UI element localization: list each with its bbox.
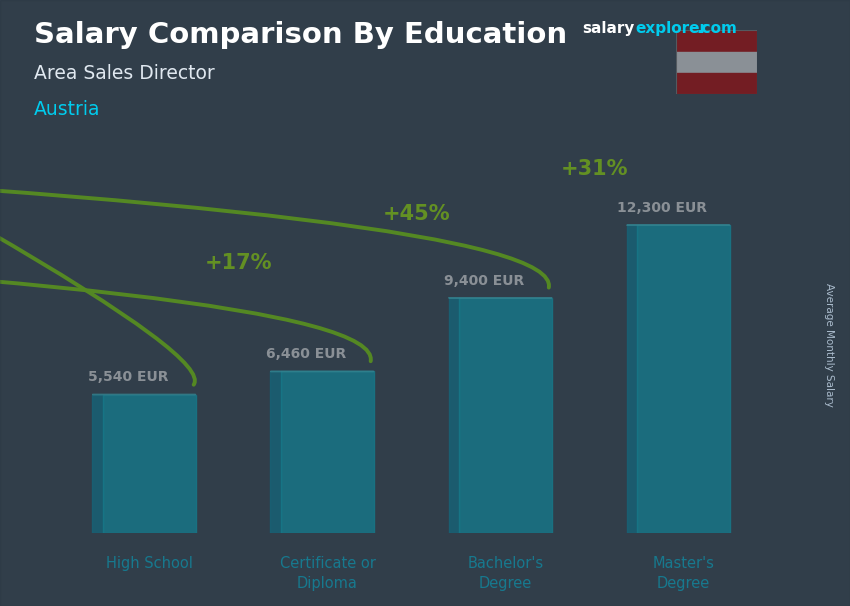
Text: salary: salary bbox=[582, 21, 635, 36]
Bar bbox=[676, 52, 756, 73]
Text: Area Sales Director: Area Sales Director bbox=[34, 64, 215, 82]
Bar bbox=[676, 73, 756, 94]
Text: 9,400 EUR: 9,400 EUR bbox=[444, 274, 524, 288]
Polygon shape bbox=[93, 395, 103, 533]
Text: 6,460 EUR: 6,460 EUR bbox=[266, 347, 346, 361]
Bar bbox=[281, 371, 374, 533]
Text: Average Monthly Salary: Average Monthly Salary bbox=[824, 284, 834, 407]
Text: Austria: Austria bbox=[34, 100, 100, 119]
Text: Master's
Degree: Master's Degree bbox=[653, 556, 715, 591]
Text: Bachelor's
Degree: Bachelor's Degree bbox=[468, 556, 544, 591]
Text: explorer: explorer bbox=[635, 21, 707, 36]
Polygon shape bbox=[270, 371, 281, 533]
Bar bbox=[459, 298, 552, 533]
Text: .com: .com bbox=[697, 21, 738, 36]
Text: +31%: +31% bbox=[561, 159, 628, 179]
Bar bbox=[638, 225, 730, 533]
Text: +17%: +17% bbox=[205, 253, 272, 273]
Text: Certificate or
Diploma: Certificate or Diploma bbox=[280, 556, 376, 591]
Polygon shape bbox=[626, 225, 638, 533]
Bar bbox=[676, 30, 756, 52]
Bar bbox=[103, 395, 196, 533]
Text: +45%: +45% bbox=[382, 204, 450, 224]
Text: High School: High School bbox=[106, 556, 193, 571]
Text: Salary Comparison By Education: Salary Comparison By Education bbox=[34, 21, 567, 49]
Text: 12,300 EUR: 12,300 EUR bbox=[617, 201, 707, 215]
Polygon shape bbox=[449, 298, 459, 533]
Text: 5,540 EUR: 5,540 EUR bbox=[88, 370, 168, 384]
